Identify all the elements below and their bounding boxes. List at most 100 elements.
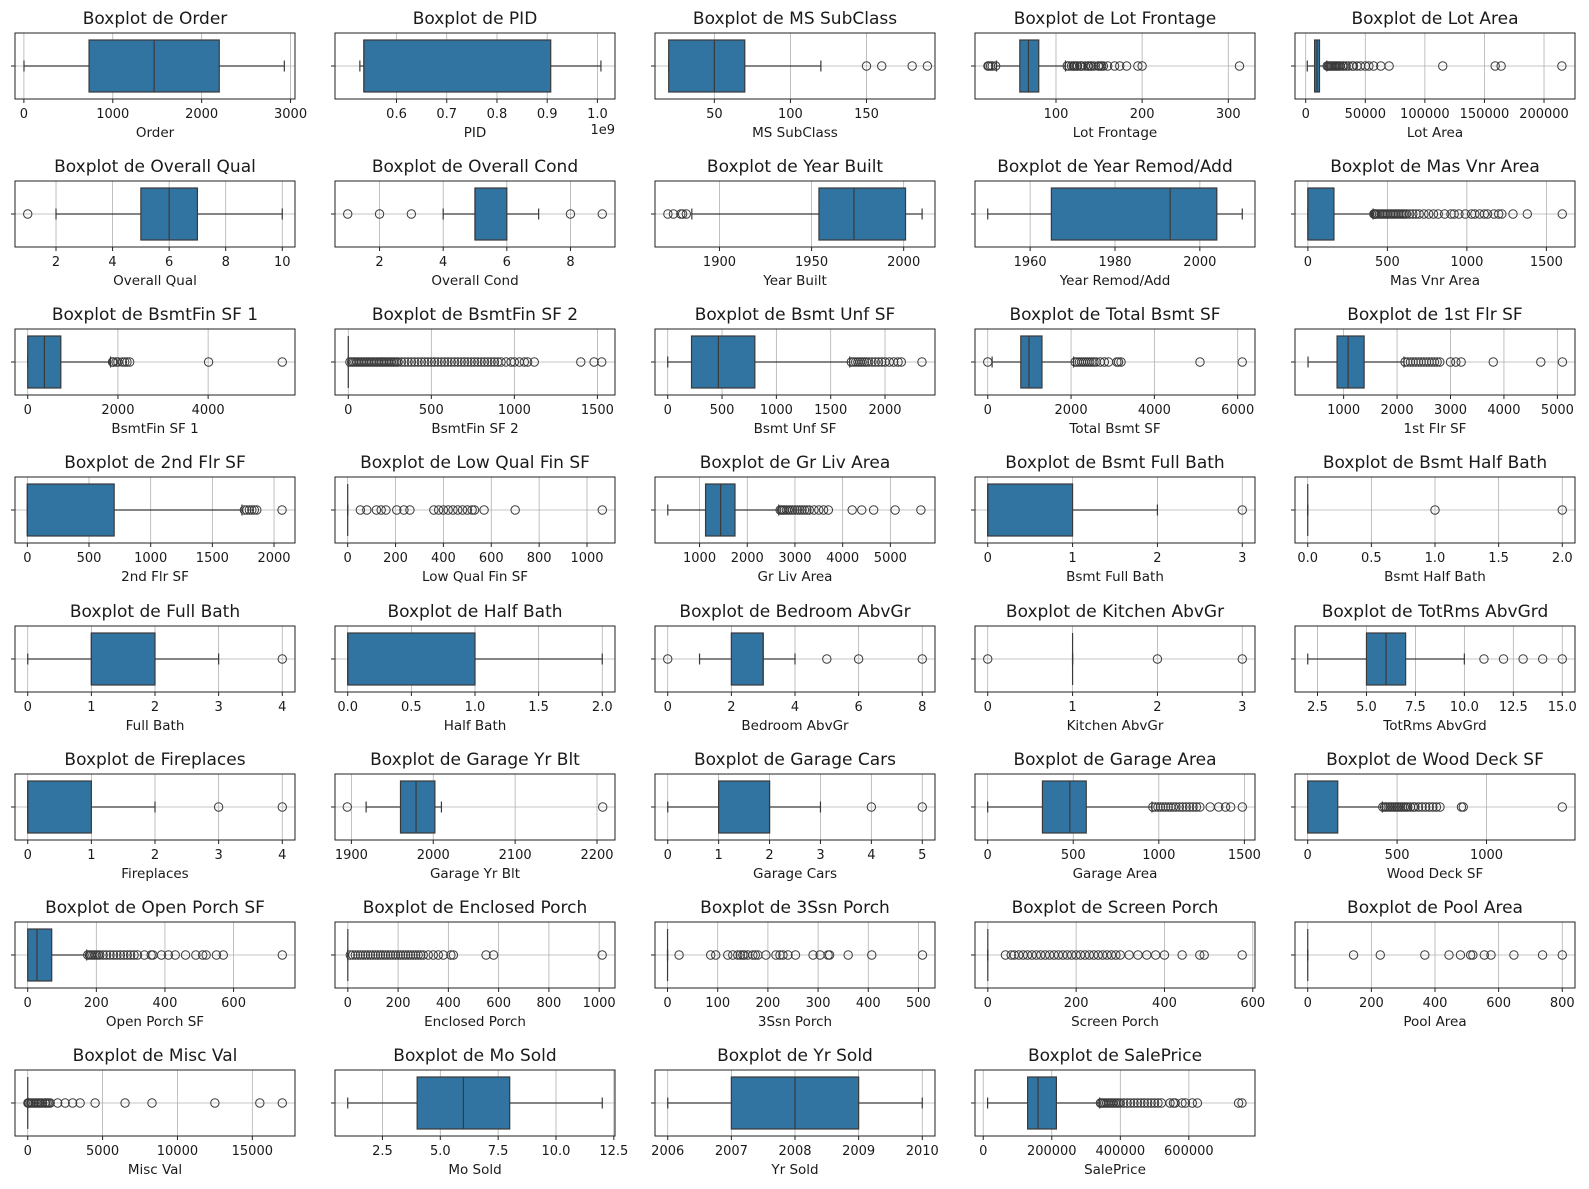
outlier-point [249, 505, 259, 515]
outlier-point [1159, 950, 1170, 960]
outlier-point [519, 357, 530, 367]
iqr-box [1307, 187, 1335, 241]
x-tick-label: 5000 [1541, 403, 1574, 418]
outlier-point [1557, 505, 1567, 515]
outlier-point [1458, 802, 1468, 812]
outlier-point [1421, 802, 1431, 812]
outlier-point [1449, 209, 1459, 219]
outlier-point [396, 357, 407, 367]
outlier-point [112, 950, 122, 960]
boxplot-panel: 0 500 1000 1500 2000 2nd Flr SF Boxplot de 2nd… [11, 453, 296, 585]
outlier-point [496, 357, 506, 367]
outlier-point [129, 950, 139, 960]
x-tick-label: 8 [918, 700, 926, 715]
x-axis-label: Open Porch SF [106, 1014, 204, 1030]
outlier-point [489, 357, 500, 367]
outlier-point [750, 950, 761, 960]
x-tick-label: 400 [1152, 996, 1177, 1011]
outlier-point [375, 950, 386, 960]
boxplot-panel: 0 200 400 600 800 1000 Low Qual Fin SF Boxplot … [331, 453, 616, 585]
outlier-point [1428, 802, 1438, 812]
outlier-point [1445, 357, 1456, 367]
outlier-point [877, 61, 887, 71]
panel-title: Boxplot de 2nd Flr SF [64, 453, 246, 473]
outlier-point [101, 950, 112, 960]
outlier-point [1237, 654, 1247, 664]
x-tick-label: 800 [536, 996, 561, 1011]
outlier-point [381, 505, 391, 515]
x-axis-label: Half Bath [444, 718, 507, 734]
outlier-point [343, 209, 353, 219]
outlier-point [804, 505, 814, 515]
x-tick-label: 2100 [499, 848, 532, 863]
outlier-point [1125, 1098, 1136, 1108]
outlier-point [1364, 61, 1374, 71]
outlier-point [711, 950, 721, 960]
outlier-point [473, 357, 483, 367]
outlier-point [861, 61, 872, 71]
outlier-point [1116, 357, 1126, 367]
x-tick-label: 3 [214, 700, 222, 715]
outlier-point [917, 357, 927, 367]
outlier-point [597, 357, 607, 367]
outlier-point [117, 357, 128, 367]
outlier-point [479, 357, 490, 367]
outlier-point [132, 950, 143, 960]
outlier-point [365, 950, 376, 960]
x-tick-label: 200 [84, 996, 109, 1011]
outlier-point [211, 950, 222, 960]
outlier-point [677, 209, 688, 219]
x-tick-label: 3 [816, 848, 824, 863]
x-tick-label: 0 [664, 848, 672, 863]
boxplot-panel: 0 500 1000 1500 Garage Area Boxplot de Garage… [971, 750, 1261, 882]
x-tick-label: 200000 [1519, 107, 1569, 122]
outlier-point [1404, 209, 1415, 219]
outlier-point [247, 505, 257, 515]
boxplot-panel: 50 100 150 MS SubClass Boxplot de MS SubClas… [651, 9, 936, 141]
x-axis-label: PID [464, 125, 487, 141]
outlier-point [859, 357, 870, 367]
outlier-point [428, 950, 438, 960]
x-tick-label: 1.5 [528, 700, 549, 715]
outlier-point [1454, 209, 1464, 219]
outlier-point [488, 950, 499, 960]
x-tick-label: 2000 [417, 848, 450, 863]
outlier-point [355, 505, 366, 515]
outlier-point [809, 505, 819, 515]
x-tick-label: 2 [1153, 551, 1161, 566]
x-axis-label: Bedroom AbvGr [741, 718, 849, 734]
outlier-point [1537, 654, 1548, 664]
x-tick-label: 3000 [274, 107, 307, 122]
outlier-point [1109, 61, 1120, 71]
outlier-point [1214, 802, 1224, 812]
x-tick-label: 1.5 [1488, 551, 1509, 566]
panel-title: Boxplot de BsmtFin SF 2 [372, 305, 578, 325]
boxplot-panel: 0 1 2 3 Bsmt Full Bath Boxplot de Bsmt Full B… [971, 453, 1256, 585]
outlier-point [124, 357, 135, 367]
outlier-point [509, 357, 520, 367]
outlier-point [847, 505, 857, 515]
x-tick-label: 150000 [1460, 107, 1510, 122]
outlier-point [108, 950, 119, 960]
outlier-point [983, 357, 993, 367]
panel-title: Boxplot de 3Ssn Porch [700, 898, 890, 918]
outlier-point [423, 950, 433, 960]
outlier-point [1115, 61, 1125, 71]
outlier-point [1191, 802, 1202, 812]
outlier-point [486, 357, 496, 367]
outlier-point [799, 505, 810, 515]
panel-title: Boxplot de Yr Sold [717, 1046, 873, 1066]
outlier-point [476, 357, 486, 367]
x-tick-label: 400 [856, 996, 881, 1011]
x-tick-label: 6000 [1221, 403, 1254, 418]
outlier-point [1482, 209, 1493, 219]
outlier-point [778, 950, 788, 960]
boxplot-panel: 2 4 6 8 10 Overall Qual Boxplot de Overall Qua… [11, 157, 296, 289]
outlier-point [1460, 209, 1470, 219]
x-tick-label: 200 [1064, 996, 1089, 1011]
outlier-point [426, 357, 437, 367]
x-axis-label: Total Bsmt SF [1068, 421, 1160, 437]
boxplot-panel: 0 1000 2000 3000 Order Boxplot de Order [11, 9, 307, 141]
x-axis-label: SalePrice [1084, 1162, 1146, 1178]
outlier-point [1403, 802, 1413, 812]
